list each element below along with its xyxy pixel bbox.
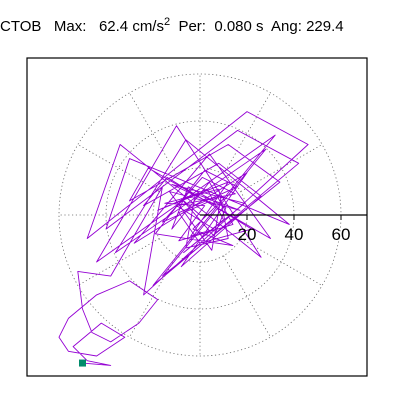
max-label: Max: xyxy=(53,18,87,35)
max-value: 62.4 cm/s xyxy=(98,18,164,35)
angle-label: Ang: xyxy=(271,18,302,35)
radial-axis-tick-label-60: 60 xyxy=(332,225,351,244)
max-unit-exponent: 2 xyxy=(163,16,171,28)
period-value: 0.080 s xyxy=(214,18,264,35)
start-point-marker xyxy=(79,359,86,367)
grid-spoke-210 xyxy=(77,238,160,286)
grid-spoke-60 xyxy=(223,92,271,175)
radial-axis-tick-label-40: 40 xyxy=(285,225,304,244)
angle-value: 229.4 xyxy=(306,18,344,35)
motion-trace-line xyxy=(58,111,309,366)
grid-spoke-120 xyxy=(129,92,177,175)
period-label: Per: xyxy=(178,18,206,35)
header-line: CTOB Max: 62.4 cm/s2 Per: 0.080 s Ang: 2… xyxy=(0,16,400,35)
grid-spoke-240 xyxy=(129,255,177,338)
grid-spoke-150 xyxy=(77,144,160,192)
motion-trace-group xyxy=(58,111,309,367)
station-code: CTOB xyxy=(0,18,42,35)
grid-spoke-300 xyxy=(223,255,271,338)
grid-spoke-330 xyxy=(240,238,323,286)
radial-axis-tick-label-20: 20 xyxy=(238,225,257,244)
radial-axis: 20 40 60 xyxy=(200,214,367,244)
grid-spoke-30 xyxy=(240,144,323,192)
plot-frame xyxy=(26,57,368,377)
